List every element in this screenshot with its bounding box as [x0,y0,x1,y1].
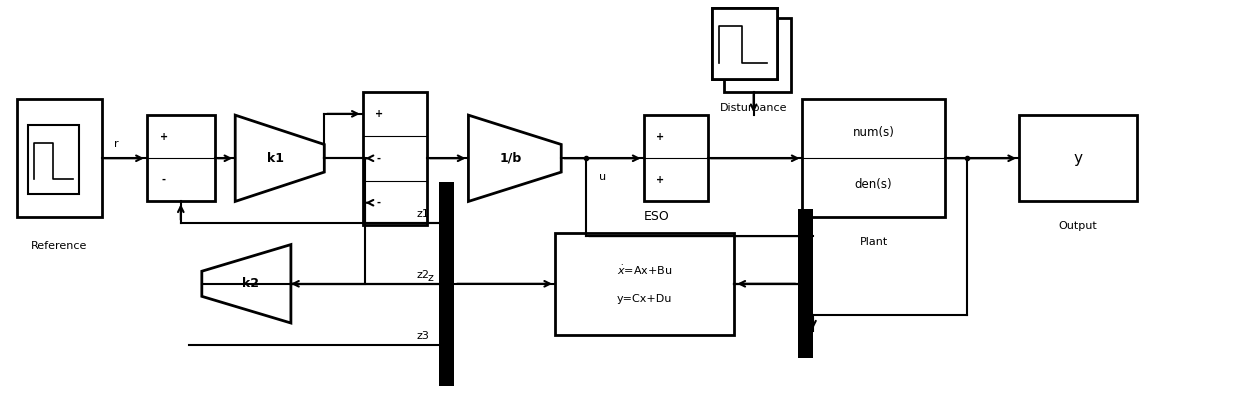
Text: +: + [656,175,663,185]
Text: +: + [374,109,383,119]
Bar [712,8,777,79]
Bar [1019,115,1137,201]
Text: num(s): num(s) [853,126,894,139]
Bar [724,18,791,92]
Text: k1: k1 [267,152,284,165]
Polygon shape [236,115,325,201]
Bar [29,125,79,194]
Text: Reference: Reference [31,241,88,251]
Text: $\dot{x}$=Ax+Bu: $\dot{x}$=Ax+Bu [618,263,672,277]
Text: -: - [377,153,381,163]
Bar [439,182,454,386]
Text: +: + [160,132,167,142]
Text: +: + [656,132,663,142]
Bar [146,115,215,201]
Text: y=Cx+Du: y=Cx+Du [618,295,672,305]
Polygon shape [202,245,291,323]
Text: z3: z3 [417,331,429,341]
Text: y: y [1074,151,1083,166]
Bar [362,92,427,225]
Bar [17,100,102,217]
Polygon shape [469,115,562,201]
Text: k2: k2 [242,277,259,290]
Text: r: r [114,139,119,149]
Bar [556,233,734,335]
Text: den(s): den(s) [854,178,893,191]
Text: Output: Output [1059,221,1097,231]
Text: u: u [599,172,606,182]
Bar [802,100,945,217]
Text: -: - [377,198,381,208]
Bar [644,115,708,201]
Text: z1: z1 [417,209,429,219]
Text: 1/b: 1/b [498,152,521,165]
Text: ESO: ESO [645,210,670,223]
Text: -: - [161,175,166,185]
Bar [799,209,813,358]
Text: Disturbance: Disturbance [720,103,787,113]
Text: z2: z2 [417,270,429,280]
Text: z: z [428,273,433,283]
Text: Plant: Plant [859,237,888,247]
Bar [712,8,777,79]
